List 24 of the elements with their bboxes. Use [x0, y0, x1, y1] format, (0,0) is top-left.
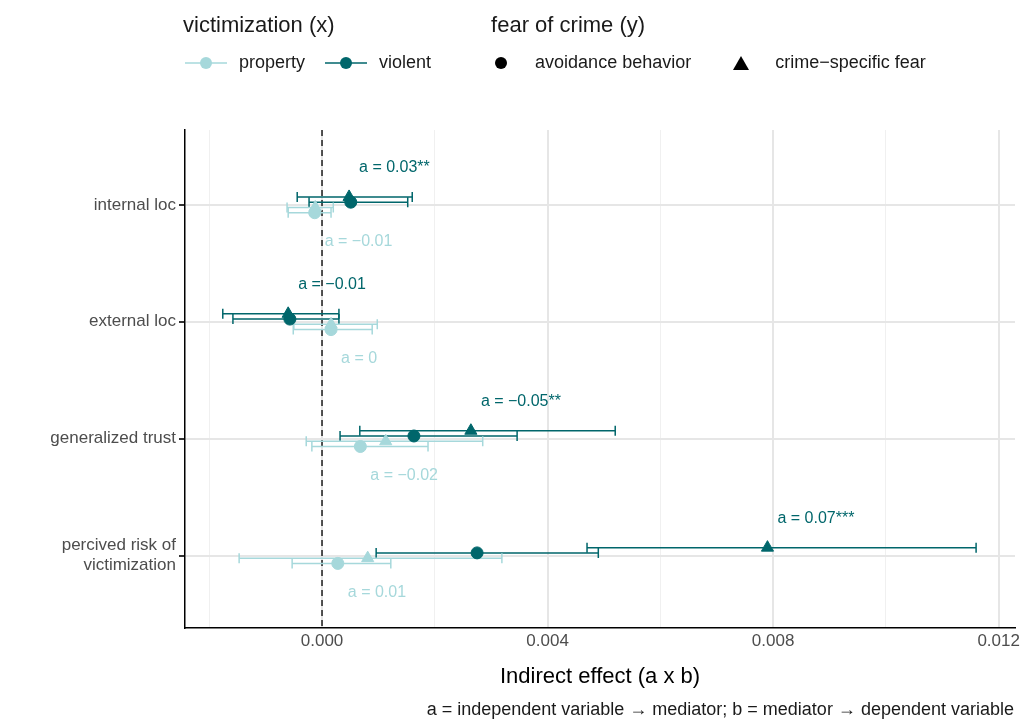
text: fear of crime (y)	[491, 12, 647, 38]
x-tick-label: 0.000	[300, 630, 344, 650]
y-tick-label: internal loc	[93, 194, 177, 214]
annotation: a = 0.01	[347, 582, 407, 600]
annotation: a = −0.01	[324, 232, 393, 250]
annotation: a = 0.03**	[359, 158, 430, 176]
text: crime−specific fear	[775, 52, 926, 73]
y-tick-label: external loc	[89, 311, 177, 331]
legend-title: victimization (x)	[183, 12, 336, 38]
legend-label: property	[239, 52, 306, 73]
y-tick-label: generalized trust	[50, 428, 177, 448]
text: avoidance behavior	[535, 52, 692, 73]
x-tick-label: 0.004	[526, 630, 569, 650]
annotation: a = −0.05**	[480, 392, 561, 410]
annotation: a = −0.02	[370, 466, 439, 484]
annotation: a = −0.01	[298, 275, 366, 293]
x-tick-label: 0.008	[751, 630, 795, 650]
y-tick-label: percived risk of victimization	[61, 535, 177, 575]
annotation: a = 0	[341, 349, 378, 367]
legend-label: violent	[379, 52, 432, 73]
x-tick-label: 0.012	[977, 630, 1020, 650]
text: a = independent variable → mediator; b = mediator → dependent variable	[426, 699, 1014, 720]
x-axis-title: Indirect effect (a x b)	[499, 662, 701, 688]
annotation: a = 0.07***	[777, 508, 855, 526]
